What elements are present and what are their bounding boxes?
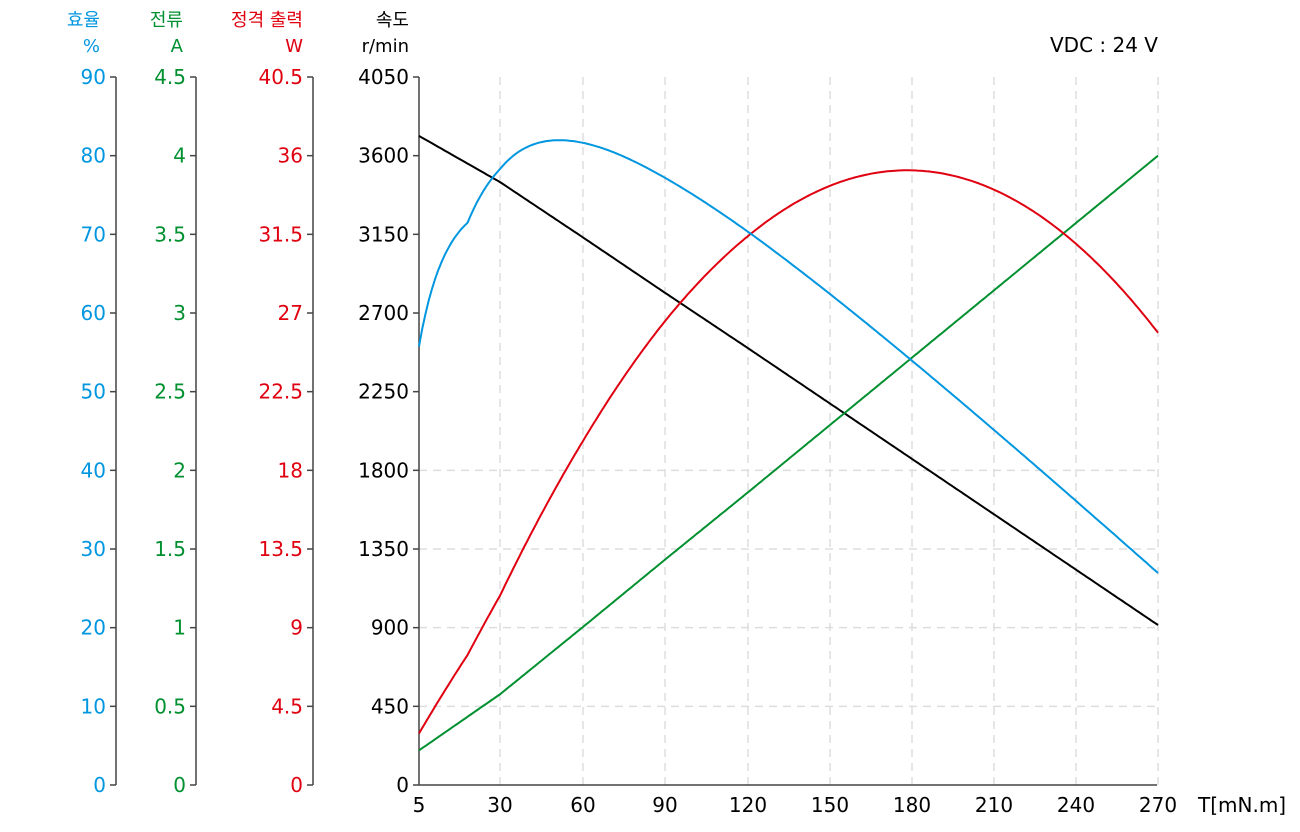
y-axis-efficiency: 0 10 20 30 40 50 60 70 80 90 효율% xyxy=(67,10,117,797)
y-tick-label: 70 xyxy=(81,222,106,246)
y-tick-label: 1 xyxy=(173,616,186,640)
y-axis-speed: 0 450 900 1350 1800 2250 2700 3150 3600 4050 속도 r/m… xyxy=(358,10,420,797)
y-tick-label: 2700 xyxy=(358,301,409,325)
x-axis-title: T[mN.m] xyxy=(1197,793,1286,817)
x-tick-label: 180 xyxy=(893,793,931,817)
y-tick-label: 40.5 xyxy=(258,65,303,89)
grid-lines xyxy=(419,77,1159,785)
y-tick-label: 31.5 xyxy=(258,222,303,246)
y-tick-label: 80 xyxy=(81,144,106,168)
data-curves xyxy=(418,135,1159,752)
x-tick-label: 240 xyxy=(1057,793,1095,817)
y-tick-label: 0 xyxy=(290,773,303,797)
y-tick-label: 90 xyxy=(81,65,106,89)
y-tick-label: 4.5 xyxy=(154,65,186,89)
y-tick-label: 0.5 xyxy=(154,694,186,718)
y-axis-title: 효율 xyxy=(67,10,100,31)
y-axis-unit: % xyxy=(83,36,100,57)
y-tick-label: 900 xyxy=(371,616,409,640)
curve-output xyxy=(418,169,1159,735)
y-tick-label: 27 xyxy=(278,301,303,325)
y-tick-label: 450 xyxy=(371,694,409,718)
y-tick-label: 60 xyxy=(81,301,106,325)
y-tick-label: 4050 xyxy=(358,65,409,89)
curve-efficiency xyxy=(418,139,1159,574)
y-tick-label: 0 xyxy=(396,773,409,797)
x-tick-label: 120 xyxy=(729,793,767,817)
y-axis-title: 속도 xyxy=(376,10,409,31)
vdc-annotation: VDC : 24 V xyxy=(1050,33,1158,57)
y-tick-label: 0 xyxy=(173,773,186,797)
axes: 0102030405060708090효율%00.511.522.533.544… xyxy=(67,10,1177,817)
y-tick-label: 20 xyxy=(81,616,106,640)
y-axis-title: 전류 xyxy=(150,10,183,31)
y-tick-label: 2 xyxy=(173,458,186,482)
y-tick-label: 0 xyxy=(93,773,106,797)
y-axis-unit: W xyxy=(285,36,303,57)
x-tick-label: 270 xyxy=(1139,793,1177,817)
curve-current xyxy=(418,154,1159,752)
y-tick-label: 2250 xyxy=(358,380,409,404)
y-axis-current: 0 0.5 1 1.5 2 2.5 3 3.5 4 4.5 전류 A xyxy=(150,10,197,797)
y-tick-label: 10 xyxy=(81,694,106,718)
y-tick-label: 2.5 xyxy=(154,380,186,404)
y-tick-label: 3150 xyxy=(358,222,409,246)
y-tick-label: 3600 xyxy=(358,144,409,168)
curve-speed xyxy=(418,135,1159,626)
y-tick-label: 9 xyxy=(290,616,303,640)
y-axis-title: 정격 출력 xyxy=(231,10,303,31)
y-axis-output: 0 4.5 9 13.5 18 22.5 27 31.5 36 40.5 정격 출력 W xyxy=(231,10,314,797)
y-tick-label: 30 xyxy=(81,537,106,561)
y-tick-label: 4 xyxy=(173,144,186,168)
y-tick-label: 1.5 xyxy=(154,537,186,561)
x-tick-label: 60 xyxy=(570,793,595,817)
y-tick-label: 36 xyxy=(278,144,303,168)
y-tick-label: 1350 xyxy=(358,537,409,561)
x-tick-label: 210 xyxy=(975,793,1013,817)
y-tick-label: 13.5 xyxy=(258,537,303,561)
x-tick-label: 30 xyxy=(487,793,512,817)
y-tick-label: 22.5 xyxy=(258,380,303,404)
y-tick-label: 40 xyxy=(81,458,106,482)
x-tick-label: 150 xyxy=(811,793,849,817)
y-tick-label: 4.5 xyxy=(271,694,303,718)
y-tick-label: 18 xyxy=(278,458,303,482)
x-tick-label: 5 xyxy=(413,793,426,817)
y-tick-label: 1800 xyxy=(358,458,409,482)
x-tick-label: 90 xyxy=(652,793,677,817)
y-tick-label: 3.5 xyxy=(154,222,186,246)
y-tick-label: 50 xyxy=(81,380,106,404)
y-axis-unit: A xyxy=(171,36,184,57)
y-tick-label: 3 xyxy=(173,301,186,325)
y-axis-unit: r/min xyxy=(362,36,409,57)
